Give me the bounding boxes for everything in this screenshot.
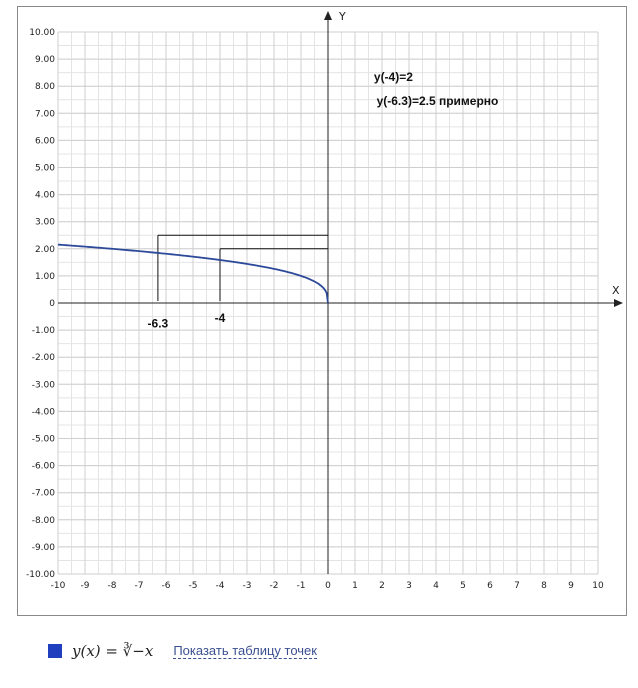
- y-tick-label: 1.00: [35, 272, 55, 282]
- x-tick-label: -9: [81, 581, 90, 591]
- legend-swatch: [48, 644, 62, 658]
- y-tick-label: 4.00: [35, 191, 55, 201]
- y-tick-label: 2.00: [35, 245, 55, 255]
- y-axis-arrow: [324, 11, 332, 20]
- y-tick-label: -10.00: [26, 570, 55, 580]
- x-tick-label: 7: [514, 581, 520, 591]
- y-tick-label: 3.00: [35, 218, 55, 228]
- x-tick-label: -8: [108, 581, 117, 591]
- annotation: y(-4)=2: [374, 70, 413, 84]
- x-tick-label: 5: [460, 581, 466, 591]
- y-tick-label: -3.00: [32, 380, 56, 390]
- x-tick-label: 8: [541, 581, 547, 591]
- x-axis-label: X: [612, 284, 620, 297]
- chart-plot: XY-10 -9 -8 -7 -6 -5 -4 -3 -2 -1 0 1 2 3 4 5 6 7 8 9 1010.00…: [26, 10, 623, 591]
- y-tick-label: -6.00: [32, 462, 56, 472]
- y-tick-label: -9.00: [32, 543, 56, 553]
- legend: y(x) = ∛−x Показать таблицу точек: [48, 640, 317, 662]
- x-tick-label: -2: [270, 581, 279, 591]
- y-tick-label: 8.00: [35, 82, 55, 92]
- x-tick-label: -4: [216, 581, 225, 591]
- annotation: -4: [215, 311, 226, 325]
- x-tick-label: -1: [297, 581, 306, 591]
- x-tick-label: 2: [379, 581, 385, 591]
- y-tick-label: -7.00: [32, 489, 56, 499]
- x-tick-label: 0: [325, 581, 331, 591]
- show-table-link[interactable]: Показать таблицу точек: [173, 643, 317, 659]
- annotation: -6.3: [148, 316, 169, 330]
- x-tick-label: 10: [592, 581, 604, 591]
- y-tick-label: -4.00: [32, 407, 56, 417]
- x-tick-label: 9: [568, 581, 574, 591]
- annotation: y(-6.3)=2.5 примерно: [377, 94, 499, 108]
- series-line: [57, 243, 329, 304]
- x-tick-label: -5: [189, 581, 198, 591]
- y-tick-label: 7.00: [35, 109, 55, 119]
- y-tick-label: 10.00: [29, 28, 55, 38]
- y-tick-label: 6.00: [35, 136, 55, 146]
- y-tick-label: 9.00: [35, 55, 55, 65]
- x-tick-label: -6: [162, 581, 171, 591]
- x-axis-arrow: [614, 299, 623, 307]
- y-tick-label: -2.00: [32, 353, 56, 363]
- x-tick-label: 6: [487, 581, 493, 591]
- y-axis-label: Y: [338, 10, 346, 23]
- x-tick-label: 4: [433, 581, 439, 591]
- chart-frame: X Y -10 -9 -8 -7 -6 -5 -4 -3 -2 -1 0 1 2 3 4 5 6 7 8 9 10 10.00…: [17, 6, 627, 616]
- x-tick-label: 3: [406, 581, 412, 591]
- y-tick-label: 0: [49, 299, 55, 309]
- x-tick-label: -7: [135, 581, 144, 591]
- y-tick-label: -5.00: [32, 435, 56, 445]
- x-tick-label: -3: [243, 581, 252, 591]
- y-tick-label: -1.00: [32, 326, 56, 336]
- y-tick-label: 5.00: [35, 164, 55, 174]
- legend-formula: y(x) = ∛−x: [72, 642, 154, 660]
- y-tick-label: -8.00: [32, 516, 56, 526]
- x-tick-label: -10: [51, 581, 66, 591]
- x-tick-label: 1: [352, 581, 358, 591]
